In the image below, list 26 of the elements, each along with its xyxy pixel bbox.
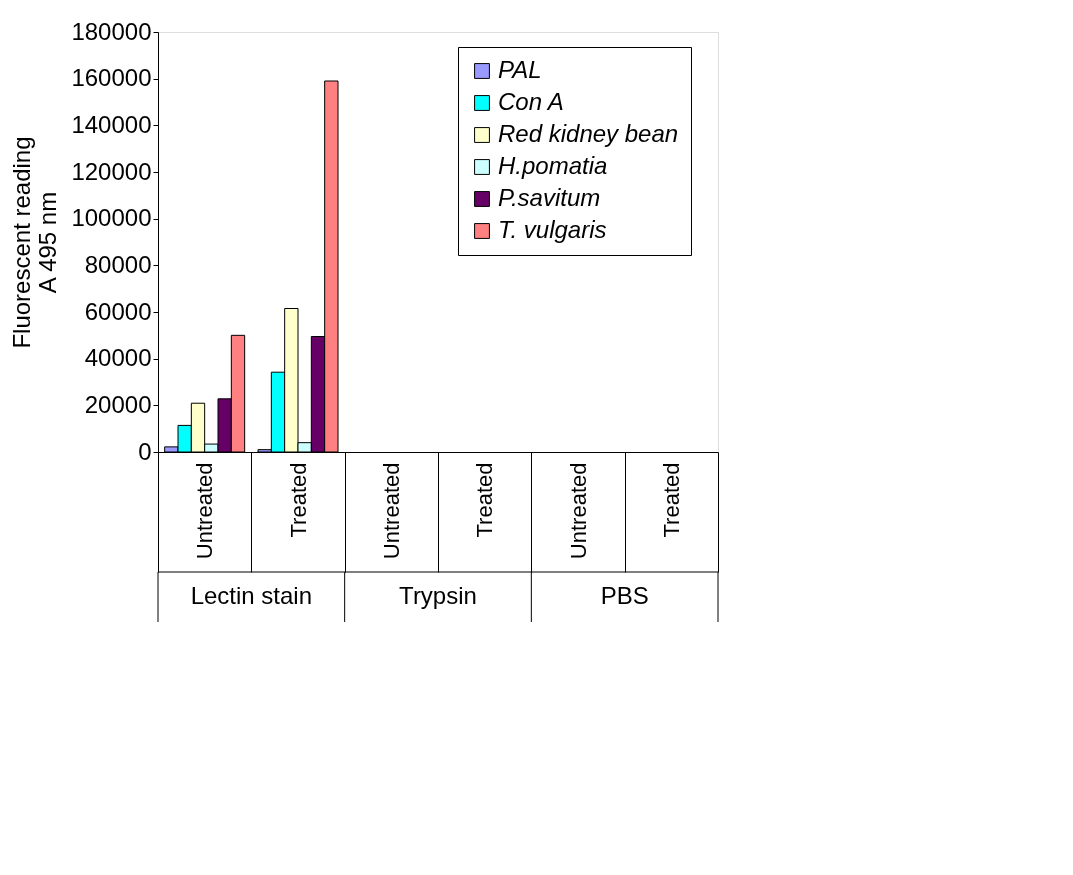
y-tick-label: 60000 xyxy=(84,297,152,325)
text: Lectin stain xyxy=(190,582,313,609)
x-tick-label: Treated xyxy=(472,462,498,538)
y-tick-label: 40000 xyxy=(84,344,152,372)
legend-label: Red kidney bean xyxy=(498,120,679,147)
y-tick-label: 120000 xyxy=(71,157,152,185)
text: PBS xyxy=(600,582,649,609)
y-tick-label: 160000 xyxy=(71,64,152,92)
x-tick-label: Treated xyxy=(658,462,684,538)
legend-label: Con A xyxy=(498,88,564,115)
legend-label: T. vulgaris xyxy=(498,216,607,243)
y-tick-label: 20000 xyxy=(84,390,152,418)
legend-label: P.savitum xyxy=(498,184,601,211)
y-tick-label: 0 xyxy=(138,437,152,465)
y-tick-label: 180000 xyxy=(71,17,152,45)
x-tick-label: Untreated xyxy=(378,462,404,560)
y-axis-title: Fluorescent reading A 495 nm xyxy=(8,136,62,349)
x-tick-label: Untreated xyxy=(565,462,591,560)
y-tick-label: 100000 xyxy=(71,204,152,232)
text: Trypsin xyxy=(399,582,477,609)
y-tick-label: 80000 xyxy=(84,250,152,278)
y-tick-label: 140000 xyxy=(71,110,152,138)
legend-label: PAL xyxy=(498,56,542,83)
x-tick-label: Untreated xyxy=(192,462,218,560)
legend-label: H.pomatia xyxy=(498,152,608,179)
x-tick-label: Treated xyxy=(285,462,311,538)
